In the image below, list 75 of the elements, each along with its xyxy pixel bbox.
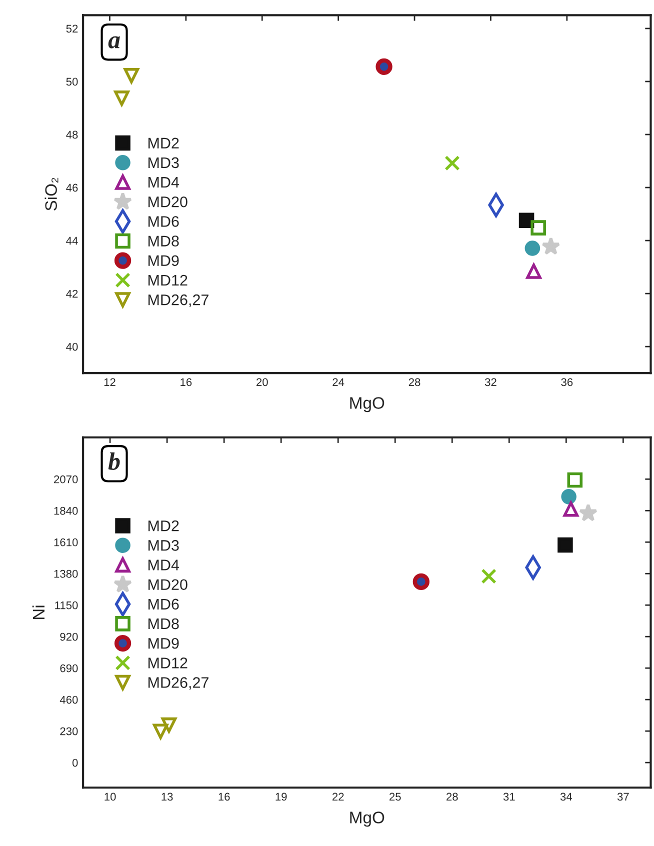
x-tick-label: 28: [408, 378, 420, 386]
x-tick-label: 16: [218, 792, 230, 801]
point: [530, 220, 546, 236]
x-tick-label: 12: [104, 378, 116, 386]
x-tick-label: 31: [503, 792, 515, 801]
y-tick-label: 460: [60, 696, 78, 704]
x-tick-label: 22: [332, 792, 344, 801]
point: [444, 156, 460, 171]
x-tick-label: 32: [484, 378, 496, 386]
y-tick-label: 48: [66, 130, 78, 139]
y-tick-label: 42: [66, 290, 78, 298]
point: [524, 240, 540, 256]
legend-label: MD26,27: [148, 677, 208, 690]
x-tick-label: 19: [276, 792, 287, 801]
legend-label: MD4: [148, 560, 180, 570]
legend-label: MD8: [148, 618, 179, 630]
point: [558, 537, 573, 553]
point: [526, 264, 542, 279]
legend-label: MD12: [148, 658, 188, 668]
point: [124, 68, 140, 84]
legend-label: MD9: [148, 638, 179, 649]
legend-label: MD8: [148, 236, 179, 246]
x-tick-label: 34: [560, 792, 572, 801]
y-tick-label: 920: [60, 632, 78, 641]
legend-label: MD6: [148, 598, 179, 610]
y-tick-label: 1610: [54, 538, 78, 546]
x-tick-label: 28: [446, 792, 458, 801]
x-axis-title: MgO: [350, 812, 384, 827]
y-tick-label: 52: [66, 24, 78, 33]
point: [542, 236, 560, 255]
y-tick-label: 1840: [54, 506, 78, 515]
legend-label: MD4: [148, 177, 180, 188]
point: [152, 724, 168, 739]
x-tick-label: 10: [104, 792, 116, 801]
point: [578, 504, 598, 522]
legend-label: MD20: [148, 196, 188, 208]
legend-label: MD3: [148, 157, 179, 168]
legend-label: MD9: [148, 255, 179, 266]
point: [561, 489, 576, 504]
point: [376, 58, 392, 75]
y-tick-label: 230: [60, 727, 78, 736]
y-tick-label: 690: [60, 664, 78, 672]
x-tick-label: 37: [617, 792, 629, 801]
point: [161, 717, 177, 733]
legend-label: MD26,27: [148, 294, 208, 308]
x-tick-label: 16: [180, 378, 192, 386]
legend-label: MD2: [148, 138, 179, 148]
point: [567, 472, 583, 488]
y-tick-label: 1150: [55, 601, 78, 610]
x-axis-title: MgO: [350, 397, 384, 412]
legend-label: MD2: [148, 520, 179, 532]
point: [481, 568, 496, 584]
x-tick-label: 13: [162, 792, 173, 801]
legend-label: MD12: [148, 274, 188, 286]
annotation: b: [108, 452, 120, 470]
y-tick-label: 2070: [54, 475, 78, 484]
y-tick-label: 1380: [54, 570, 78, 578]
y-tick-label: 50: [66, 78, 78, 86]
y-tick-label: 46: [66, 184, 78, 192]
point: [563, 501, 579, 517]
x-tick-label: 25: [389, 792, 401, 801]
x-tick-label: 24: [332, 378, 344, 386]
y-axis-title: Ni: [32, 606, 44, 620]
x-tick-label: 20: [256, 378, 268, 386]
y-tick-label: 40: [66, 342, 78, 351]
y-tick-label: 44: [66, 236, 78, 245]
legend-label: MD20: [148, 579, 188, 590]
point: [114, 90, 130, 106]
y-tick-label: 0: [72, 758, 78, 767]
legend-label: MD3: [148, 540, 179, 551]
legend-label: MD6: [148, 216, 179, 227]
annotation: a: [108, 36, 120, 48]
point: [412, 573, 430, 590]
y-axis-title: SiO₂: [44, 178, 58, 211]
x-tick-label: 36: [561, 378, 573, 386]
